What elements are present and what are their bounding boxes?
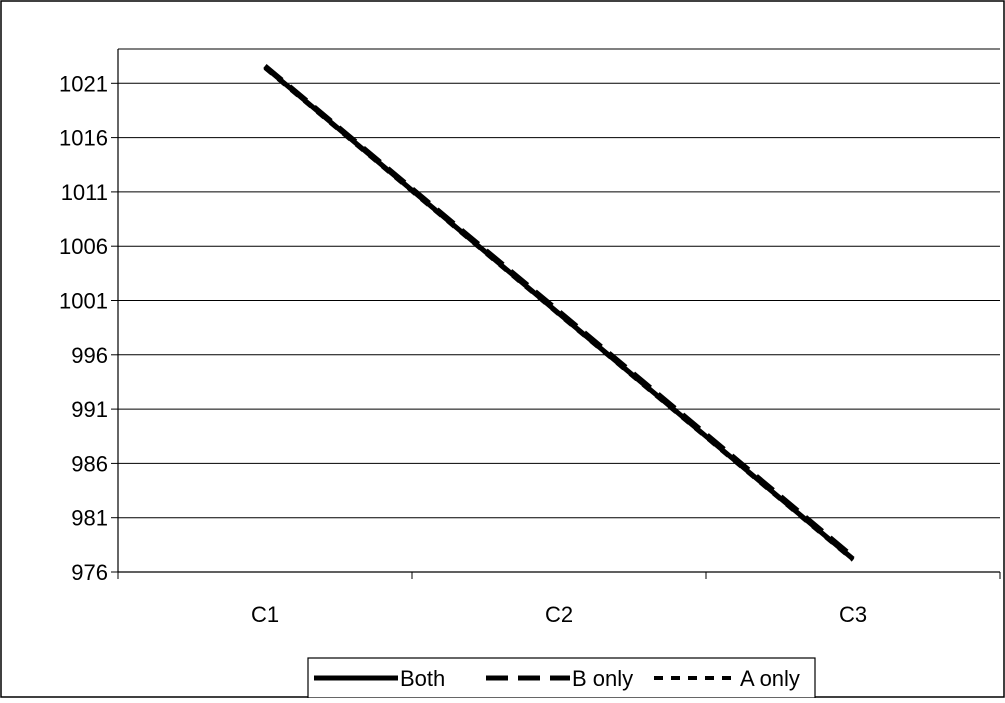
y-tick-label: 1001 <box>59 289 108 314</box>
y-tick-label: 1021 <box>59 71 108 96</box>
gridlines <box>118 48 1000 519</box>
legend: Both B only A only <box>307 657 816 699</box>
y-tick-label: 981 <box>71 506 108 531</box>
y-tick-label: 986 <box>71 451 108 476</box>
legend-label: A only <box>740 666 800 691</box>
axes: 976 981 986 991 996 1001 1006 1011 1016 1021 C1 C2 C… <box>59 49 1001 627</box>
y-tick-label: 996 <box>71 343 108 368</box>
x-tick-label: C2 <box>545 602 573 627</box>
y-tick-label: 991 <box>71 397 108 422</box>
y-tick-label: 1011 <box>61 180 108 205</box>
y-tick-label: 1006 <box>59 234 108 259</box>
legend-label: B only <box>572 666 633 691</box>
y-tick-label: 1016 <box>59 126 108 151</box>
series-lines <box>263 64 855 562</box>
series-line-a-only <box>263 66 855 562</box>
x-tick-label: C1 <box>251 602 279 627</box>
legend-label: Both <box>400 666 445 691</box>
x-tick-label: C3 <box>839 602 867 627</box>
y-tick-label: 976 <box>71 560 108 585</box>
